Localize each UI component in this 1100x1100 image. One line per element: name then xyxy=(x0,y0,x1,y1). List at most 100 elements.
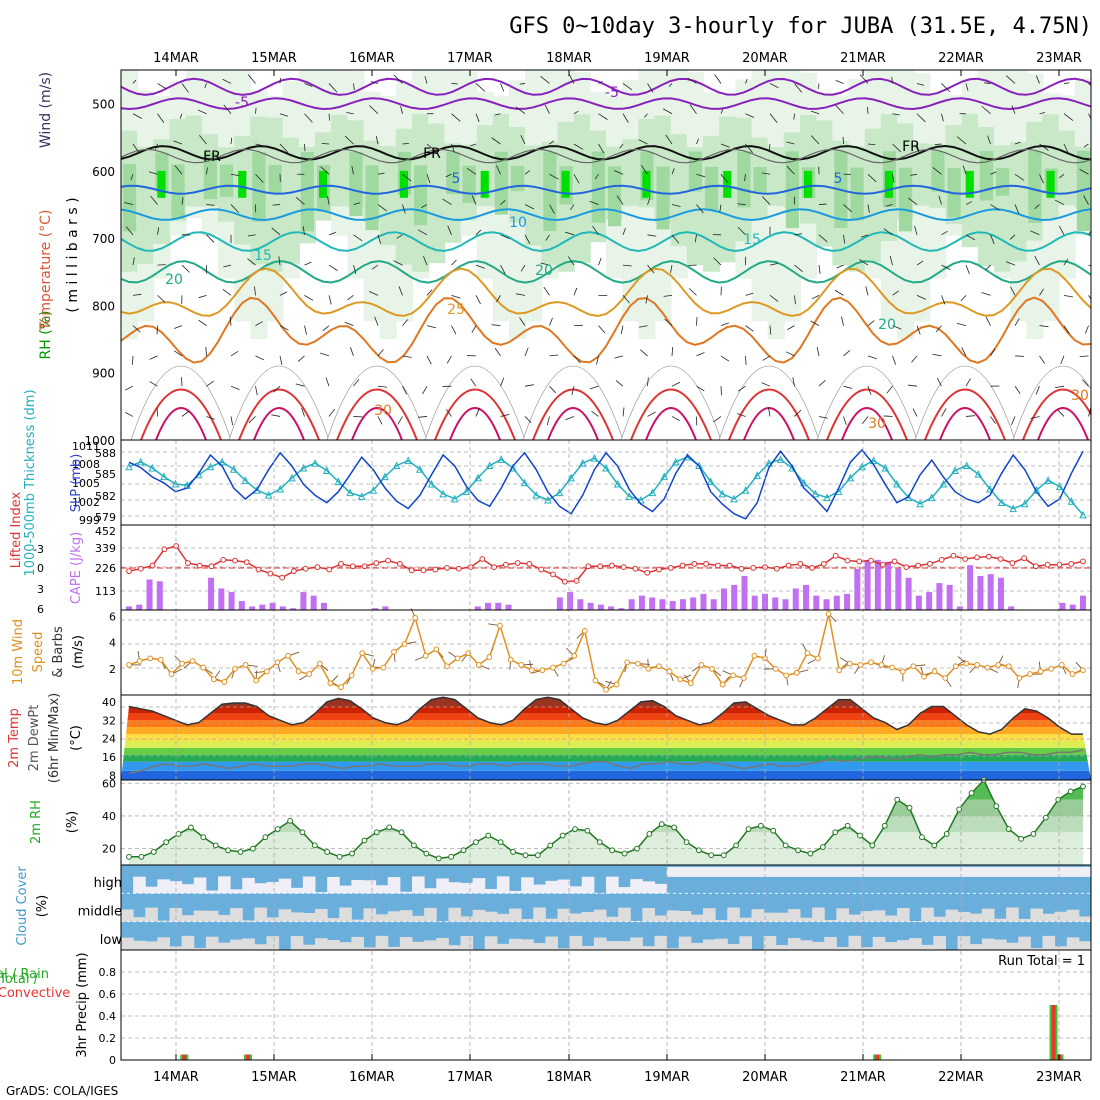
wind-barb xyxy=(230,350,239,357)
cape-bar xyxy=(751,595,758,610)
lifted-index-point xyxy=(1068,560,1075,567)
wind-barb xyxy=(304,143,306,152)
cloud-cell-middle xyxy=(484,911,498,922)
rh2m-point xyxy=(720,852,727,859)
wind-barb xyxy=(475,229,482,236)
wind-barb xyxy=(328,83,338,93)
cloud-cell-middle xyxy=(703,908,716,922)
wind-barb xyxy=(515,293,526,296)
pressure-tick-1000: 1000 xyxy=(84,434,115,448)
cloud-cell-middle xyxy=(1018,918,1031,922)
wind-barb xyxy=(500,200,506,205)
cape-bar xyxy=(372,608,379,610)
contour-hot xyxy=(1037,407,1089,440)
date-top-16mar: 16MAR xyxy=(349,51,395,66)
wind-barb xyxy=(768,143,771,151)
wind-barb xyxy=(647,377,649,387)
contour-label: 15 xyxy=(254,248,272,264)
cape-bar xyxy=(946,584,953,610)
cloud-cell-high xyxy=(254,883,267,894)
date-top-22mar: 22MAR xyxy=(938,51,984,66)
cloud-cell-high xyxy=(606,876,619,894)
wind10m-point xyxy=(189,658,196,664)
lifted-index-point xyxy=(408,567,415,574)
rh2m-point xyxy=(559,832,566,839)
cape-bar xyxy=(885,561,892,610)
wind-barb xyxy=(645,295,648,304)
precip-ylabel-rain: tal / Rain xyxy=(0,967,49,982)
cloud-cell-low xyxy=(933,936,946,950)
lifted-index-point xyxy=(856,558,863,565)
lifted-index-point xyxy=(1021,555,1028,562)
cape-bar xyxy=(977,575,984,610)
cloud-row-label-low: low xyxy=(100,933,123,948)
wind-barb xyxy=(843,416,847,425)
contour-hot xyxy=(939,407,991,440)
temp2m-line xyxy=(128,696,1083,735)
wind-barb xyxy=(720,355,730,362)
cape-tick: 452 xyxy=(95,525,116,538)
wind-barb xyxy=(671,204,681,207)
wind-barb xyxy=(841,316,844,326)
cloud-cell-high xyxy=(860,867,874,877)
wind10m-point xyxy=(571,652,578,659)
cloud-cell-high xyxy=(169,881,183,894)
rh-tick: 60 xyxy=(102,777,116,790)
lifted-index-point xyxy=(974,554,980,561)
rh2m-point xyxy=(683,839,690,846)
wind-barb xyxy=(181,197,184,205)
wind10m-point xyxy=(380,664,387,671)
cloud-cell-high xyxy=(872,867,886,877)
wind-barb xyxy=(867,143,876,146)
cloud-cell-middle xyxy=(715,920,728,922)
wind-barb xyxy=(573,110,579,115)
wind-barb xyxy=(374,316,379,326)
wind-barb xyxy=(720,143,730,148)
slp-tick: 1002 xyxy=(72,496,100,509)
wind-barb xyxy=(883,228,893,236)
cloud-cell-middle xyxy=(593,909,607,922)
lifted-index-point xyxy=(161,546,168,553)
cloud-cell-low xyxy=(545,936,558,950)
wind-barb xyxy=(475,295,481,305)
slp-point xyxy=(544,495,552,504)
wind-barb xyxy=(377,234,381,244)
wind10m-point xyxy=(528,667,535,674)
rh2m-point xyxy=(671,824,678,831)
wind10m-point xyxy=(401,641,408,647)
wind-barb xyxy=(861,234,869,238)
wind-barb xyxy=(304,325,307,335)
wind-barb xyxy=(198,294,207,299)
cloud-cell-high xyxy=(739,867,752,877)
rh-shade-strong xyxy=(171,164,185,219)
cloud-cell-middle xyxy=(945,909,959,922)
wind-barb xyxy=(1011,416,1016,426)
wind10m-point xyxy=(592,677,599,684)
cloud-cell-middle xyxy=(630,920,643,922)
wind-barb xyxy=(206,380,215,387)
cape-bar xyxy=(895,568,902,610)
rh2m-point xyxy=(386,824,393,831)
wind10m-point xyxy=(253,677,260,684)
wind-barb xyxy=(157,113,165,123)
wind-barb xyxy=(818,265,821,274)
wind-barb xyxy=(1088,83,1091,86)
cloud-cell-middle xyxy=(751,909,765,922)
wind-barb xyxy=(647,411,656,417)
wind-barb xyxy=(965,378,971,387)
wind-barb xyxy=(149,381,158,387)
wind-barb xyxy=(1055,385,1065,389)
slp-point xyxy=(858,462,866,471)
wind-barb xyxy=(426,289,433,296)
wind-barb xyxy=(794,264,803,272)
temp-band xyxy=(121,761,1091,771)
wind-barb xyxy=(859,259,869,266)
wind-barb xyxy=(694,234,697,243)
temp-band xyxy=(121,734,1091,741)
rh2m-point xyxy=(175,831,182,837)
rh-ylabel-a: 2m RH xyxy=(29,800,44,844)
wind-barb xyxy=(447,225,452,235)
lifted-index-point xyxy=(538,566,545,573)
lifted-index-point xyxy=(620,564,627,570)
lifted-index-point xyxy=(314,564,321,570)
